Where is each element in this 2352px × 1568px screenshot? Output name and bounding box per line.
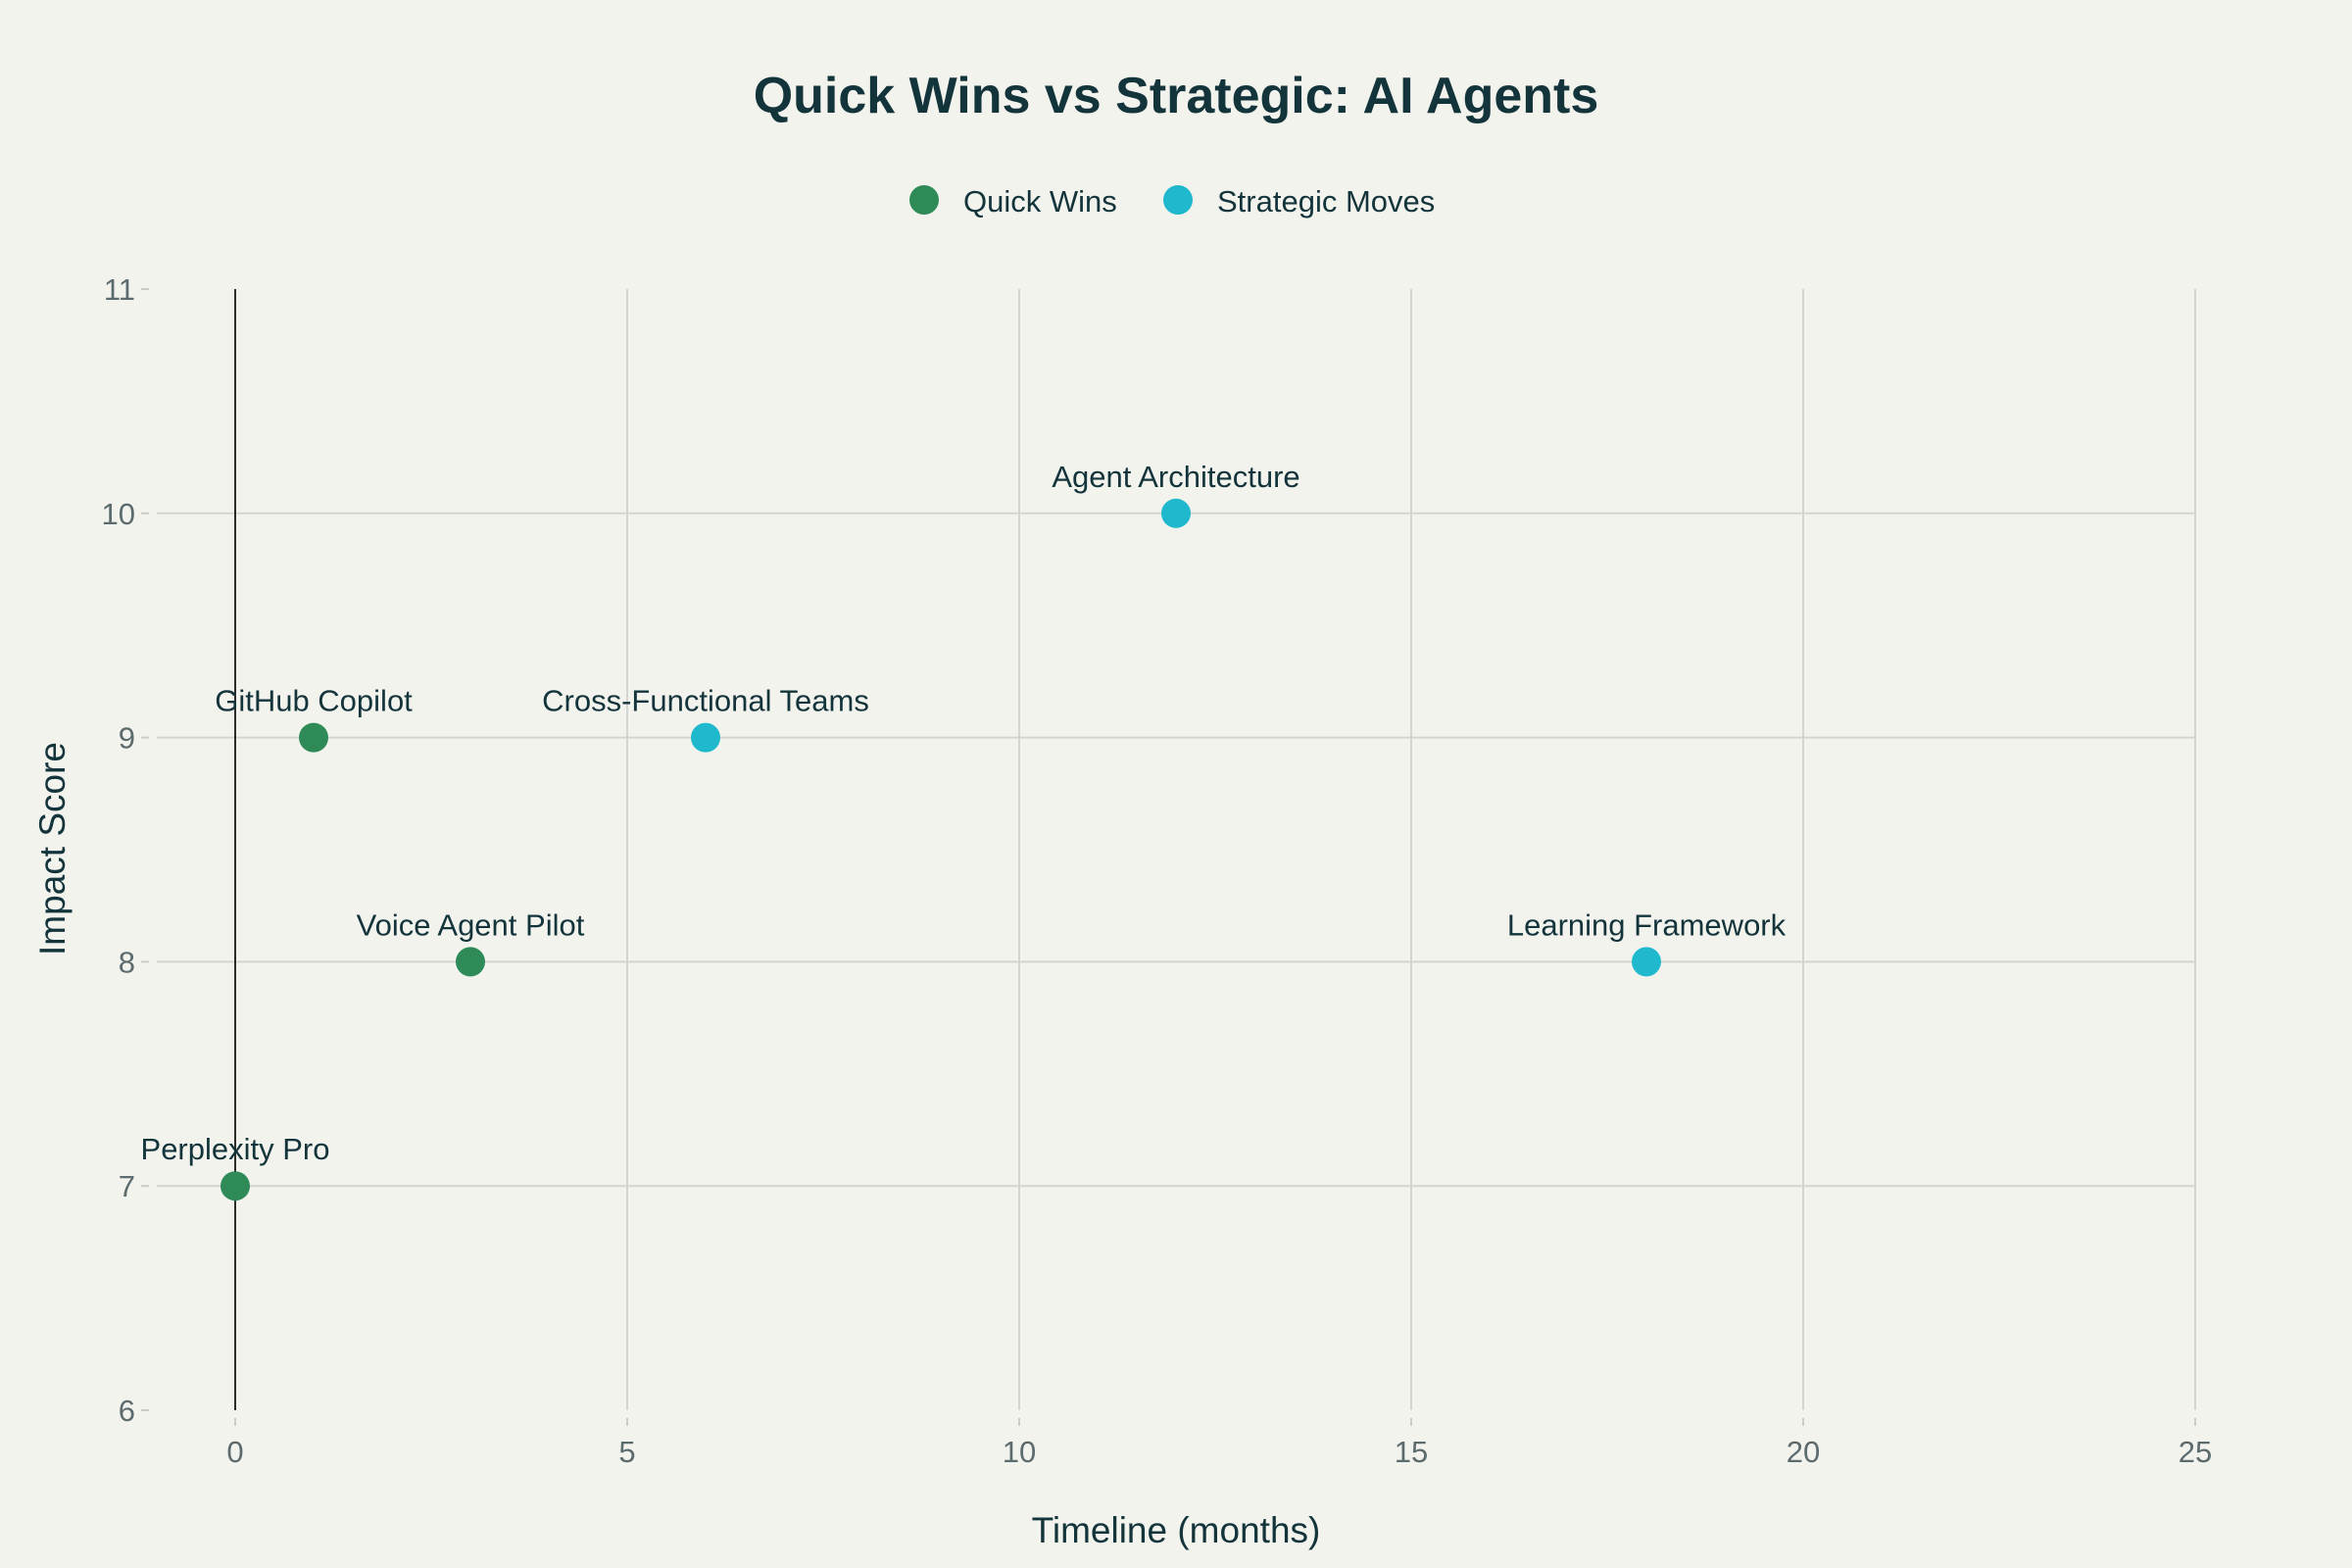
- axes: 0 5 10 15 20 25 6 7 8 9 10 11: [102, 272, 2213, 1469]
- grid: [157, 289, 2196, 1410]
- y-tick-label: 7: [119, 1169, 135, 1203]
- data-point: [220, 1171, 250, 1201]
- y-tick-label: 8: [119, 945, 135, 979]
- x-tick-label: 10: [1003, 1435, 1036, 1469]
- data-point: [456, 947, 485, 977]
- y-tick-label: 10: [102, 497, 135, 531]
- x-tick-label: 0: [226, 1435, 243, 1469]
- data-point: [1161, 498, 1191, 528]
- data-point: [299, 722, 328, 753]
- y-tick-label: 6: [119, 1394, 135, 1428]
- point-label: GitHub Copilot: [215, 684, 413, 718]
- x-tick-label: 15: [1395, 1435, 1428, 1469]
- point-label: Agent Architecture: [1052, 460, 1299, 494]
- data-point: [1632, 947, 1661, 977]
- chart-title: Quick Wins vs Strategic: AI Agents: [754, 68, 1599, 124]
- legend: Quick Wins Strategic Moves: [909, 184, 1435, 219]
- legend-marker: [909, 185, 939, 215]
- legend-label: Quick Wins: [963, 184, 1117, 219]
- legend-marker: [1163, 185, 1193, 215]
- x-tick-label: 20: [1787, 1435, 1820, 1469]
- y-axis-title: Impact Score: [32, 742, 73, 956]
- data-points: Perplexity Pro GitHub Copilot Voice Agent …: [141, 460, 1787, 1201]
- x-tick-label: 25: [2179, 1435, 2212, 1469]
- point-label: Learning Framework: [1507, 907, 1787, 942]
- point-label: Perplexity Pro: [141, 1132, 330, 1166]
- point-label: Cross-Functional Teams: [542, 684, 869, 718]
- x-tick-label: 5: [618, 1435, 635, 1469]
- y-tick-label: 9: [119, 721, 135, 756]
- legend-label: Strategic Moves: [1217, 184, 1435, 219]
- y-tick-label: 11: [104, 272, 135, 307]
- point-label: Voice Agent Pilot: [357, 907, 585, 942]
- x-axis-title: Timeline (months): [1032, 1510, 1321, 1550]
- data-point: [691, 722, 720, 753]
